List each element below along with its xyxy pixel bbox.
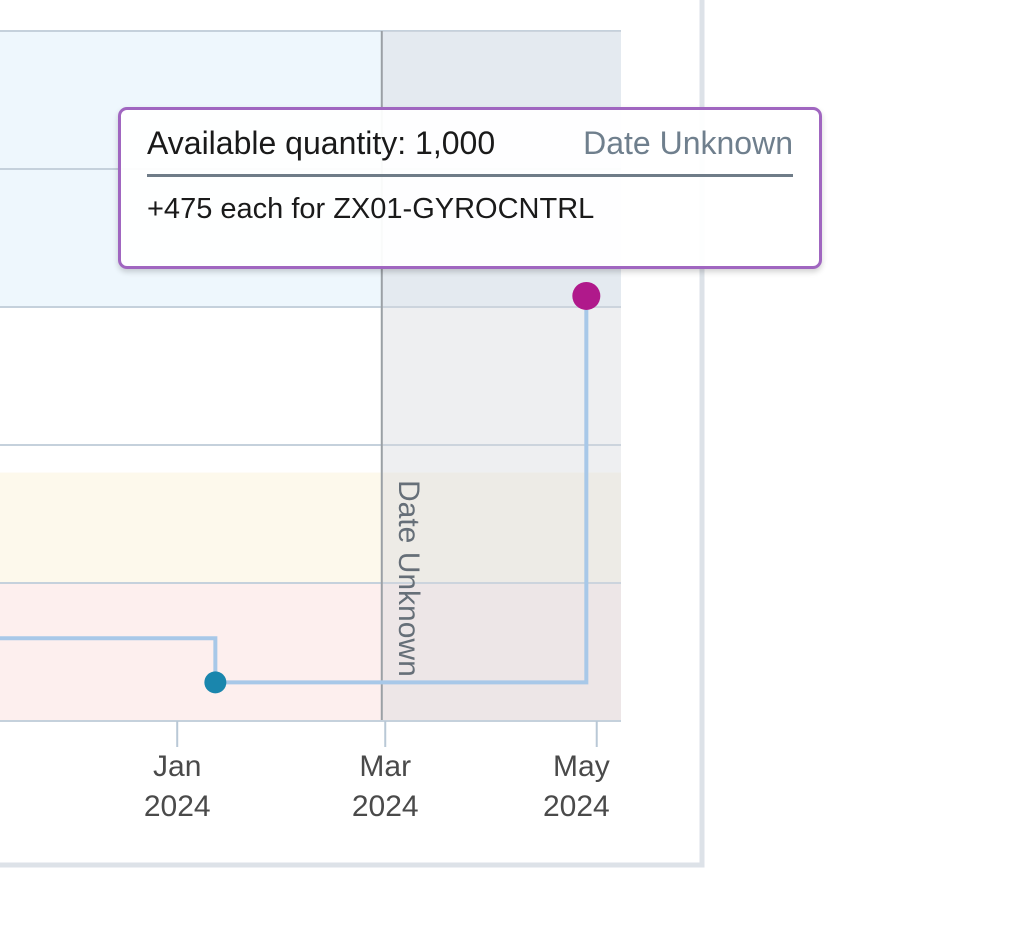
tooltip-header: Available quantity: 1,000 Date Unknown <box>147 110 793 177</box>
band-3 <box>0 583 621 721</box>
tooltip-detail: +475 each for ZX01-GYROCNTRL <box>147 193 595 225</box>
data-point <box>572 281 601 310</box>
unknown-date-label: Date Unknown <box>392 480 425 677</box>
x-axis: Jan 2024 Mar 2024 May 2024 <box>0 720 621 823</box>
tooltip-title: Available quantity: 1,000 <box>147 125 496 161</box>
x-tick-label: Mar <box>359 750 411 783</box>
x-tick-label: 2024 <box>144 790 211 823</box>
tooltip: Available quantity: 1,000 Date Unknown +… <box>118 107 822 269</box>
series-line <box>0 295 589 685</box>
data-point <box>204 671 227 694</box>
x-tick-label: Jan <box>153 750 201 783</box>
chart-frame <box>0 0 705 868</box>
x-tick-label: 2024 <box>352 790 419 823</box>
tooltip-date: Date Unknown <box>583 125 793 161</box>
x-tick-label: 2024 <box>543 790 610 823</box>
band-2 <box>0 472 621 583</box>
x-tick-label: May <box>553 750 610 783</box>
series-layer <box>0 281 601 694</box>
